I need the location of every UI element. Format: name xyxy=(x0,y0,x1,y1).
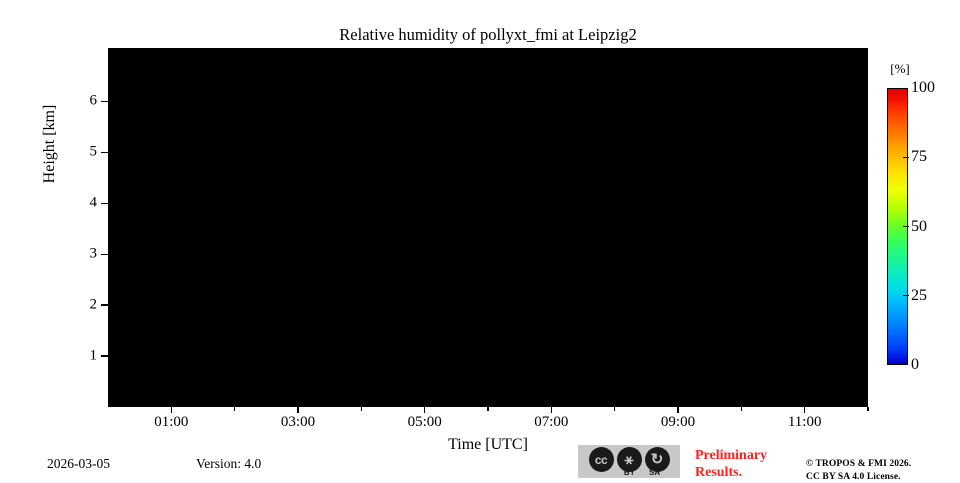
cc-sharealike-arrow-icon: ↻ xyxy=(644,447,670,472)
y-axis-tick-label: 6 xyxy=(89,92,98,109)
y-axis-major-tick xyxy=(101,100,108,103)
y-axis-tick-label: 1 xyxy=(89,347,98,364)
page-title: Relative humidity of pollyxt_fmi at Leip… xyxy=(339,25,637,44)
y-axis-major-tick xyxy=(101,304,108,306)
copyright-line-2: CC BY SA 4.0 License. xyxy=(806,471,901,482)
y-axis-tick-label: 2 xyxy=(89,296,98,313)
colorbar-tick-label: 0 xyxy=(911,356,919,373)
y-axis-tick-label: 3 xyxy=(89,245,98,262)
preliminary-line-1: Preliminary xyxy=(695,448,768,463)
x-axis-tick-label: 03:00 xyxy=(280,414,316,430)
x-axis-tick-label: 01:00 xyxy=(154,414,189,430)
y-axis-label: Height [km] xyxy=(41,104,58,184)
x-axis-minor-tick xyxy=(613,407,616,411)
x-axis-minor-tick xyxy=(867,407,869,411)
x-axis-major-tick xyxy=(803,407,806,413)
x-axis-major-tick xyxy=(170,407,173,413)
heatmap-data-area xyxy=(108,48,868,407)
colorbar-tick xyxy=(903,295,909,297)
x-axis-major-tick xyxy=(423,407,426,413)
colorbar-tick xyxy=(903,156,909,158)
preliminary-line-2: Results. xyxy=(695,464,743,480)
colorbar-tick-label: 25 xyxy=(911,286,927,304)
y-axis-tick-label: 5 xyxy=(89,143,98,160)
cc-sa-caption: SA xyxy=(649,468,661,477)
colorbar-tick xyxy=(903,225,909,228)
y-axis-tick-label: 4 xyxy=(89,194,98,211)
x-axis-minor-tick xyxy=(233,407,236,411)
footer-version: Version: 4.0 xyxy=(196,456,262,471)
x-axis-minor-tick xyxy=(740,407,743,411)
colorbar-tick-label: 75 xyxy=(911,148,927,166)
plot-axes[interactable] xyxy=(108,48,868,407)
x-axis-tick-label: 07:00 xyxy=(534,414,569,430)
copyright-notice: © TROPOS & FMI 2026. CC BY SA 4.0 Licens… xyxy=(806,458,911,483)
creative-commons-badge[interactable]: cc ⚹ ↻ xyxy=(578,445,680,478)
x-axis-major-tick xyxy=(677,407,679,413)
x-axis-minor-tick xyxy=(360,407,363,411)
x-axis-tick-label: 05:00 xyxy=(407,414,442,430)
x-axis-tick-label: 09:00 xyxy=(660,414,696,430)
footer-date: 2026-03-05 xyxy=(47,456,110,471)
copyright-line-1: © TROPOS & FMI 2026. xyxy=(806,459,912,469)
creative-commons-captions: BY SA xyxy=(578,468,680,477)
cc-by-caption: BY xyxy=(623,468,635,477)
y-axis-major-tick xyxy=(101,253,108,255)
y-axis-major-tick xyxy=(101,151,108,154)
cc-logo-icon: cc xyxy=(588,447,614,472)
colorbar-tick-label: 100 xyxy=(911,79,935,96)
y-axis-major-tick xyxy=(101,202,108,204)
x-axis-major-tick xyxy=(297,407,299,413)
x-axis-major-tick xyxy=(550,407,553,413)
colorbar-tick-label: 50 xyxy=(911,217,927,235)
x-axis-tick-label: 11:00 xyxy=(787,414,822,430)
preliminary-results-notice: Preliminary Results. xyxy=(695,448,767,481)
colorbar-unit-label: [%] xyxy=(890,61,910,76)
cc-attribution-person-icon: ⚹ xyxy=(616,447,642,472)
y-axis-major-tick xyxy=(101,355,108,357)
x-axis-minor-tick xyxy=(487,407,489,411)
x-axis-label: Time [UTC] xyxy=(448,436,528,453)
